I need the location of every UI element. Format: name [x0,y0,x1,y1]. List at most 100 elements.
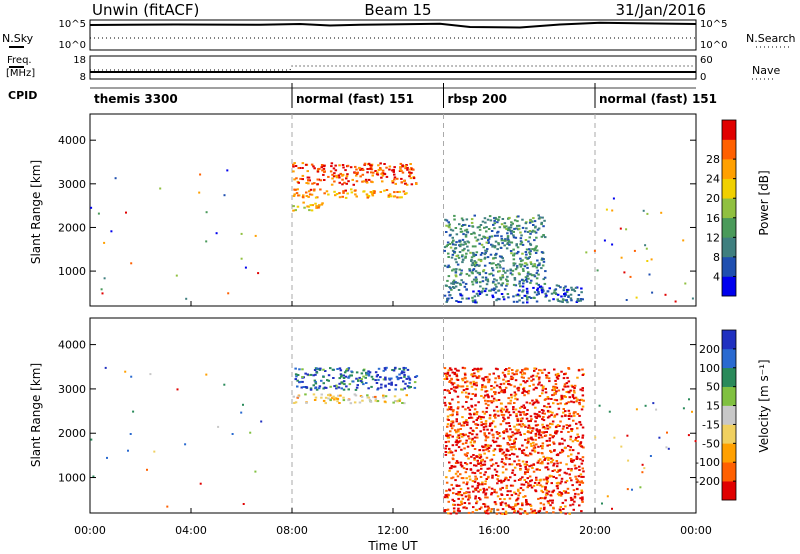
range-cell [568,418,571,420]
range-cell [462,379,465,381]
range-cell [572,449,575,451]
range-cell [535,433,538,435]
range-cell [453,390,456,392]
range-cell [333,181,336,183]
range-cell [513,258,516,260]
range-cell [562,299,565,301]
range-cell [457,396,460,398]
range-cell [519,479,522,481]
range-cell [506,276,509,278]
range-cell [378,169,381,171]
range-cell [482,449,485,451]
range-cell [580,291,583,293]
range-cell [536,375,539,377]
range-cell [579,458,582,460]
range-cell [465,234,468,236]
range-cell [500,410,503,412]
range-cell [530,376,533,378]
range-cell [366,171,369,173]
range-cell [573,390,576,392]
range-cell [409,163,412,165]
range-cell [532,265,535,267]
range-cell [468,225,471,227]
range-cell [470,383,473,385]
range-cell [476,437,479,439]
range-cell [522,227,525,229]
range-cell [368,179,371,181]
range-cell [582,460,585,462]
nsky-tick-top: 10^5 [59,19,86,30]
range-cell [567,386,570,388]
range-cell [130,376,132,378]
range-cell [310,389,313,391]
range-cell [557,373,560,375]
range-cell [362,376,365,378]
range-cell [539,469,542,471]
range-cell [471,433,474,435]
range-cell [520,487,523,489]
range-cell [380,191,383,193]
range-cell [510,400,512,402]
nsky-panel: 10^5 10^0 10^5 10^0 N.Sky N.Search [2,19,796,51]
range-cell [448,275,451,277]
range-cell [484,222,487,224]
range-cell [449,430,452,432]
range-cell [497,410,500,412]
range-cell [403,191,406,193]
range-cell [469,270,472,272]
range-cell [501,242,504,244]
range-cell [461,416,464,418]
range-cell [541,447,544,449]
range-cell [505,454,508,456]
range-cell [515,409,518,411]
range-cell [317,171,320,173]
range-cell [366,394,369,396]
range-cell [505,477,508,479]
range-cell [552,421,555,423]
range-cell [532,224,535,226]
range-cell [548,415,551,417]
range-cell [475,279,478,281]
range-cell [564,295,567,297]
range-cell [491,429,494,431]
range-cell [388,383,391,385]
range-cell [492,400,495,402]
range-cell [468,393,471,395]
freq-label: Freq. [7,55,32,66]
range-cell [563,408,566,410]
range-cell [561,451,564,453]
range-cell [537,462,540,464]
range-cell [400,178,403,180]
range-cell [449,392,452,394]
range-cell [528,252,531,254]
range-cell [493,391,496,393]
range-cell [484,413,487,415]
range-cell [444,295,447,297]
range-cell [474,237,477,239]
range-cell [486,294,489,296]
range-cell [572,386,575,388]
range-cell [177,388,179,390]
range-cell [455,493,458,495]
range-cell [538,284,541,286]
range-cell [297,206,300,208]
range-cell [343,377,346,379]
range-cell [513,228,516,230]
range-cell [329,367,332,369]
range-cell [581,408,584,410]
range-cell [565,463,568,465]
range-cell [406,394,409,396]
range-cell [537,415,540,417]
range-cell [541,217,544,219]
range-cell [549,411,552,413]
range-cell [444,265,447,267]
range-cell [342,397,345,399]
range-cell [370,401,373,403]
range-cell [535,252,538,254]
range-cell [556,465,559,467]
range-cell [544,270,547,272]
range-cell [124,371,126,373]
range-cell [472,421,475,423]
range-cell [517,387,520,389]
range-cell [524,265,527,267]
